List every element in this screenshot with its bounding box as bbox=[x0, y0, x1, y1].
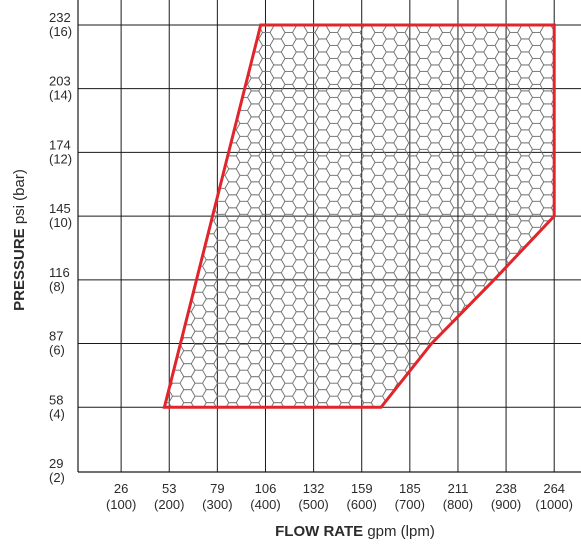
x-axis-title-bold: FLOW RATE bbox=[275, 523, 363, 540]
x-tick-label: 185(700) bbox=[395, 481, 425, 512]
y-axis-title-units: psi (bar) bbox=[11, 169, 28, 228]
y-tick-label: 87(6) bbox=[49, 329, 65, 358]
y-tick-bar: (12) bbox=[49, 151, 72, 166]
x-tick-label: 79(300) bbox=[202, 481, 232, 512]
x-tick-label: 53(200) bbox=[154, 481, 184, 512]
x-tick-lpm: (1000) bbox=[535, 497, 573, 512]
y-tick-bar: (16) bbox=[49, 24, 72, 39]
x-tick-lpm: (600) bbox=[347, 497, 377, 512]
x-tick-label: 132(500) bbox=[298, 481, 328, 512]
x-tick-lpm: (100) bbox=[106, 497, 136, 512]
x-tick-gpm: 132 bbox=[303, 481, 325, 496]
y-tick-psi: 203 bbox=[49, 74, 71, 89]
y-tick-bar: (4) bbox=[49, 406, 65, 421]
x-axis-title: FLOW RATE gpm (lpm) bbox=[275, 523, 435, 540]
y-tick-psi: 174 bbox=[49, 137, 71, 152]
x-axis-ticks: 26(100) 53(200) 79(300) 106(400) 132(500) 159… bbox=[106, 481, 573, 512]
y-tick-label: 58(4) bbox=[49, 392, 65, 421]
x-tick-gpm: 106 bbox=[255, 481, 277, 496]
x-tick-label: 238(900) bbox=[491, 481, 521, 512]
y-tick-label: 145(10) bbox=[49, 201, 72, 230]
axis-titles: FLOW RATE gpm (lpm) PRESSURE psi (bar) bbox=[11, 169, 435, 540]
y-tick-label: 29(2) bbox=[49, 456, 65, 485]
x-axis-title-units: gpm (lpm) bbox=[363, 523, 435, 540]
y-tick-label: 232(16) bbox=[49, 10, 72, 39]
x-tick-gpm: 26 bbox=[114, 481, 128, 496]
y-tick-label: 203(14) bbox=[49, 74, 72, 103]
y-tick-bar: (8) bbox=[49, 279, 65, 294]
operating-region-fill bbox=[164, 25, 555, 408]
operating-region-outline bbox=[162, 23, 556, 409]
y-tick-bar: (10) bbox=[49, 215, 72, 230]
y-tick-psi: 58 bbox=[49, 392, 63, 407]
y-tick-psi: 87 bbox=[49, 329, 63, 344]
x-tick-lpm: (700) bbox=[395, 497, 425, 512]
y-tick-psi: 116 bbox=[49, 265, 70, 280]
y-tick-psi: 29 bbox=[49, 456, 63, 471]
y-tick-bar: (2) bbox=[49, 470, 65, 485]
x-tick-gpm: 159 bbox=[351, 481, 373, 496]
x-tick-lpm: (900) bbox=[491, 497, 521, 512]
y-tick-psi: 145 bbox=[49, 201, 71, 216]
x-tick-label: 106(400) bbox=[250, 481, 280, 512]
y-axis-title: PRESSURE psi (bar) bbox=[11, 169, 28, 311]
x-tick-gpm: 264 bbox=[543, 481, 565, 496]
y-tick-bar: (14) bbox=[49, 88, 72, 103]
x-tick-gpm: 238 bbox=[495, 481, 517, 496]
x-tick-gpm: 211 bbox=[448, 481, 469, 496]
x-tick-lpm: (400) bbox=[250, 497, 280, 512]
y-axis-title-bold: PRESSURE bbox=[11, 228, 28, 311]
x-tick-lpm: (300) bbox=[202, 497, 232, 512]
operating-region-layer bbox=[162, 23, 556, 409]
x-tick-label: 159(600) bbox=[347, 481, 377, 512]
y-tick-label: 174(12) bbox=[49, 137, 72, 166]
y-tick-bar: (6) bbox=[49, 343, 65, 358]
x-tick-lpm: (500) bbox=[298, 497, 328, 512]
x-tick-label: 211(800) bbox=[443, 481, 473, 512]
x-tick-gpm: 53 bbox=[162, 481, 176, 496]
x-tick-lpm: (200) bbox=[154, 497, 184, 512]
x-tick-lpm: (800) bbox=[443, 497, 473, 512]
x-tick-gpm: 185 bbox=[399, 481, 421, 496]
y-tick-psi: 232 bbox=[49, 10, 71, 25]
x-tick-label: 26(100) bbox=[106, 481, 136, 512]
x-tick-label: 264(1000) bbox=[535, 481, 573, 512]
y-axis-ticks: 232(16) 203(14) 174(12) 145(10) 116(8) 87(6) 5… bbox=[49, 10, 72, 485]
y-tick-label: 116(8) bbox=[49, 265, 70, 294]
x-tick-gpm: 79 bbox=[210, 481, 224, 496]
